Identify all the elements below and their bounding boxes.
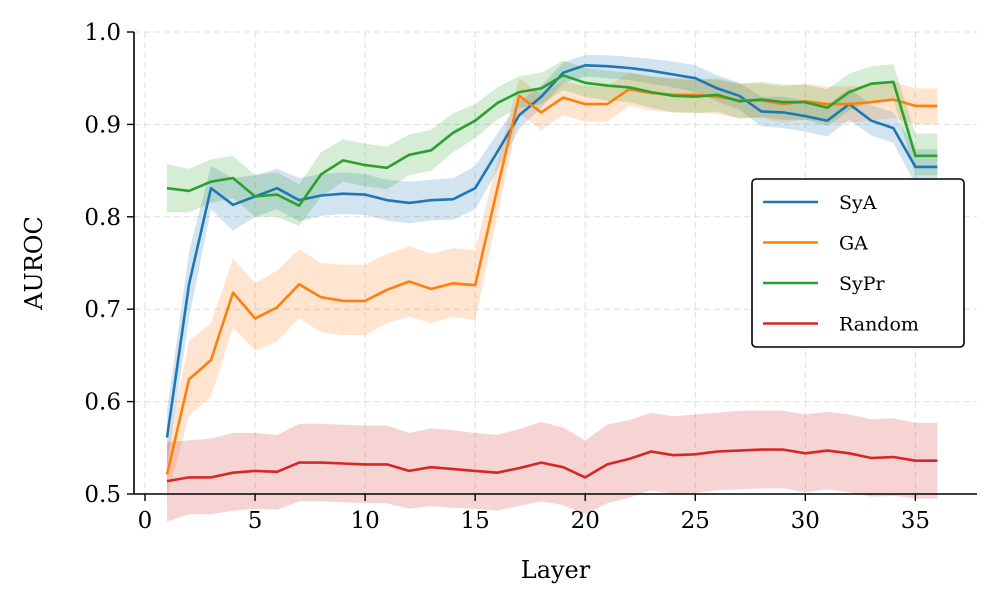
y-axis-label: AUROC (20, 216, 48, 311)
y-tick-label: 0.6 (84, 390, 121, 416)
legend-box (751, 178, 965, 348)
x-tick-label: 25 (681, 508, 710, 534)
y-tick-label: 0.5 (84, 482, 121, 508)
legend-label-sypr: SyPr (839, 273, 886, 295)
x-axis-label: Layer (521, 556, 591, 584)
x-tick-label: 0 (138, 508, 153, 534)
line-sya (165, 64, 938, 438)
legend: SyA GA SyPr Random (751, 178, 965, 348)
x-tick-label: 20 (571, 508, 600, 534)
x-tick-label: 35 (901, 508, 930, 534)
legend-label-sya: SyA (839, 192, 877, 214)
ticks: 0 5 10 15 20 25 30 35 0.5 0.6 0.7 0.8 0.9 1.0 (84, 20, 930, 534)
y-tick-label: 0.7 (84, 297, 121, 323)
band-random (167, 410, 938, 522)
series-lines (165, 64, 938, 483)
legend-label-random: Random (839, 314, 919, 336)
x-tick-label: 5 (248, 508, 263, 534)
x-tick-label: 30 (791, 508, 820, 534)
line-ga (165, 88, 938, 475)
axes (133, 32, 977, 495)
x-tick-label: 15 (461, 508, 490, 534)
legend-label-ga: GA (839, 233, 868, 255)
line-sypr (166, 74, 938, 207)
y-tick-label: 0.8 (84, 205, 121, 231)
y-tick-label: 1.0 (84, 20, 121, 46)
line-random (166, 448, 938, 483)
band-ga (167, 72, 938, 499)
x-tick-label: 10 (350, 508, 379, 534)
y-tick-label: 0.9 (84, 112, 121, 138)
